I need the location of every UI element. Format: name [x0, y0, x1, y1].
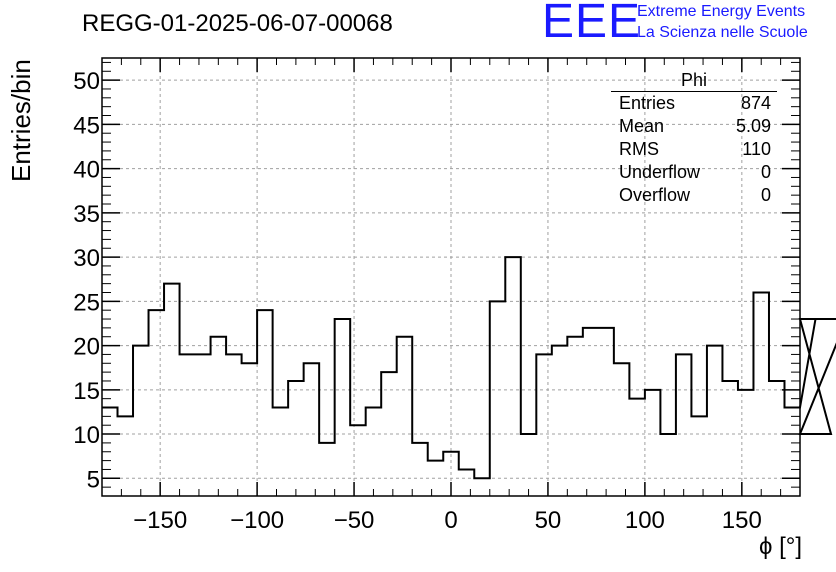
y-tick-label: 40 [73, 157, 100, 184]
logo-line-1: Extreme Energy Events [637, 3, 806, 20]
grid-lines [102, 58, 800, 496]
y-tick-label: 20 [73, 334, 100, 361]
axis-ticks [101, 58, 801, 497]
histogram-series [102, 256, 836, 480]
stats-row-overflow: Overflow 0 [611, 184, 777, 207]
stats-row-underflow: Underflow 0 [611, 161, 777, 184]
stats-value: 0 [760, 162, 771, 182]
x-tick-label: 50 [535, 507, 562, 534]
x-tick-label: 150 [722, 507, 762, 534]
stats-value: 5.09 [735, 116, 771, 136]
y-tick-label: 35 [73, 201, 100, 228]
y-tick-label: 50 [73, 68, 100, 95]
y-tick-label: 15 [73, 378, 100, 405]
stats-label: Mean [619, 116, 665, 136]
stats-box: Phi Entries 874 Mean 5.09 RMS 110 Underf… [611, 69, 777, 207]
stats-label: Underflow [619, 162, 701, 182]
x-tick-label: −50 [334, 507, 375, 534]
y-tick-label: 30 [73, 245, 100, 272]
y-tick-label: 45 [73, 112, 100, 139]
stats-value: 110 [742, 139, 771, 159]
stats-label: RMS [619, 139, 659, 159]
x-tick-label: 100 [625, 507, 665, 534]
stats-value: 874 [740, 93, 771, 113]
tick-labels: −150 −100 −50 0 50 100 150 5 10 15 20 25 30 35 40 45 50 [73, 68, 762, 534]
y-tick-label: 25 [73, 289, 100, 316]
x-tick-label: −150 [133, 507, 187, 534]
y-tick-label: 10 [73, 422, 100, 449]
stats-row-entries: Entries 874 [611, 92, 777, 115]
chart-title: REGG-01-2025-06-07-00068 [82, 10, 393, 37]
stats-label: Overflow [619, 185, 691, 205]
stats-value: 0 [760, 185, 771, 205]
logo-line-2: La Scienza nelle Scuole [637, 24, 808, 41]
x-tick-label: −100 [230, 507, 284, 534]
eee-logo: EEE [542, 0, 642, 48]
x-tick-label: 0 [444, 507, 457, 534]
stats-label: Entries [619, 93, 676, 113]
x-axis-label: ϕ [°] [758, 533, 802, 560]
stats-row-mean: Mean 5.09 [611, 115, 777, 138]
y-axis-label: Entries/bin [6, 59, 36, 182]
y-tick-label: 5 [87, 466, 100, 493]
stats-title: Phi [611, 69, 777, 92]
stats-row-rms: RMS 110 [611, 138, 777, 161]
